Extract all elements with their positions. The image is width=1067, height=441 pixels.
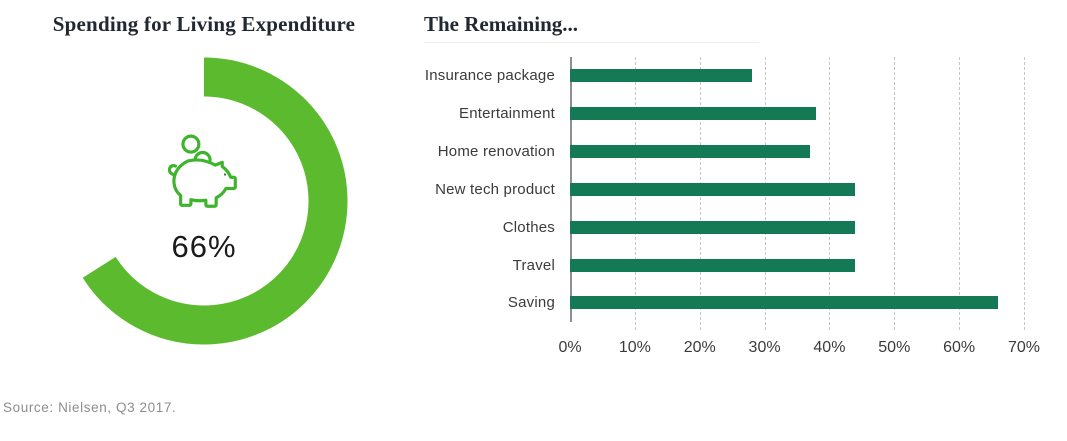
- x-tick-label: 60%: [943, 339, 976, 356]
- gridline: [1024, 57, 1025, 330]
- bar-chart-title: The Remaining...: [424, 12, 759, 43]
- bar-insurance-package: [570, 69, 752, 83]
- donut-ring-arc: [60, 57, 348, 345]
- donut-chart-title: Spending for Living Expenditure: [52, 12, 356, 36]
- category-label: New tech product: [435, 180, 555, 198]
- source-note: Source: Nielsen, Q3 2017.: [3, 400, 177, 415]
- pig-eye: [223, 173, 227, 176]
- gridline: [959, 57, 961, 330]
- category-label: Entertainment: [459, 105, 555, 123]
- x-axis-tick-labels: 0% 10% 20% 30% 40% 50% 60% 70%: [558, 339, 1040, 359]
- donut-chart: 66%: [60, 57, 348, 345]
- coin-in-slot-icon: [193, 150, 212, 162]
- x-tick-label: 40%: [813, 339, 846, 356]
- x-tick-label: 0%: [558, 339, 582, 356]
- bar-chart-plot-area: [570, 57, 1025, 330]
- x-tick-label: 70%: [1007, 339, 1041, 356]
- bar-home-renovation: [570, 145, 810, 159]
- donut-center-value: 66%: [171, 229, 237, 264]
- bar-entertainment: [570, 107, 817, 121]
- category-label: Saving: [507, 294, 555, 312]
- pig-body: [172, 158, 237, 208]
- gridline: [894, 57, 896, 330]
- x-tick-label: 10%: [618, 339, 651, 356]
- bar-new-tech-product: [570, 182, 856, 196]
- coin-icon: [181, 134, 201, 154]
- x-tick-label: 20%: [683, 339, 716, 356]
- category-label: Insurance package: [424, 67, 555, 85]
- category-label: Travel: [512, 256, 555, 274]
- bar-chart-category-labels: Insurance package Entertainment Home renov…: [408, 57, 555, 322]
- pig-tail: [167, 164, 178, 177]
- piggy-bank-icon: [167, 134, 237, 208]
- category-label: Clothes: [502, 218, 555, 236]
- category-label: Home renovation: [437, 143, 555, 161]
- x-tick-label: 50%: [878, 339, 911, 356]
- bar-clothes: [570, 220, 856, 234]
- bar-travel: [570, 258, 856, 272]
- x-tick-label: 30%: [748, 339, 781, 356]
- donut-ring: [60, 57, 348, 345]
- bars-container: [570, 57, 1024, 322]
- bar-saving: [570, 296, 999, 310]
